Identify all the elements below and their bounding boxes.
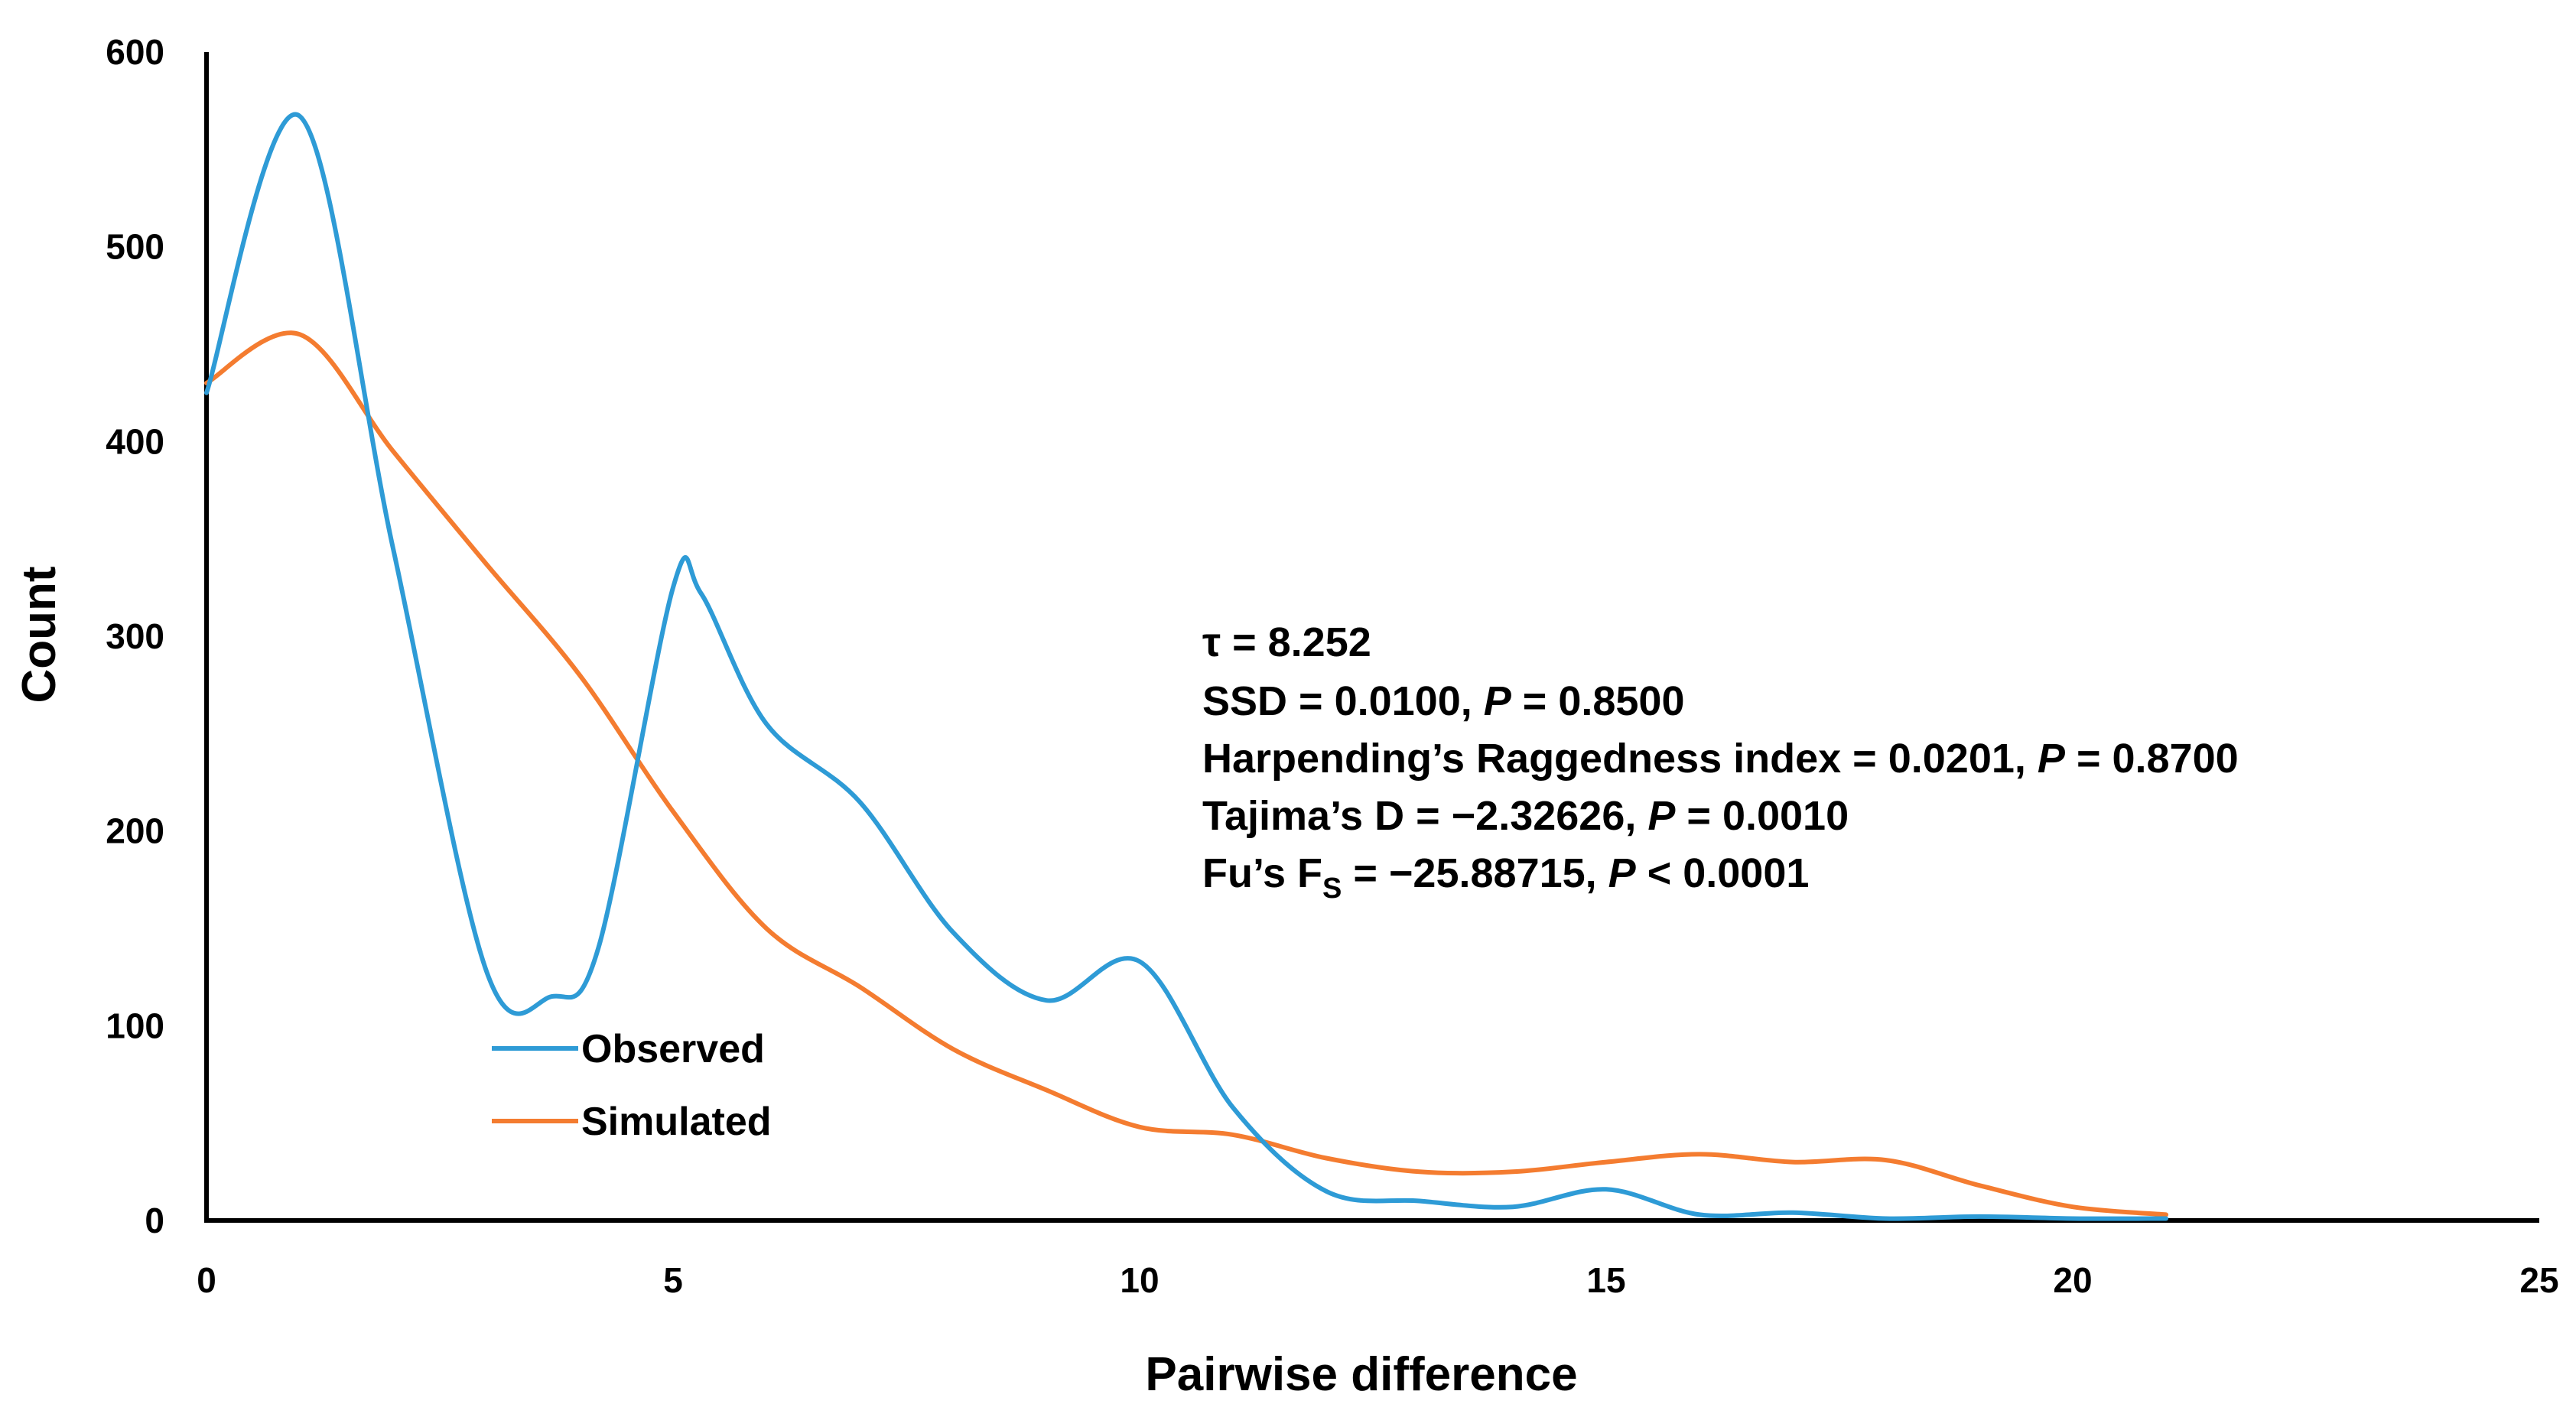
ssd-text: SSD = 0.0100, — [1202, 678, 1484, 724]
x-tick-label: 10 — [1120, 1260, 1159, 1300]
y-tick-label: 500 — [106, 227, 164, 267]
x-tick-label: 0 — [197, 1260, 216, 1300]
series-line-observed — [204, 112, 2168, 1221]
series-layer — [204, 112, 2168, 1221]
fu-subscript: S — [1322, 873, 1342, 905]
fu-value: = −25.88715, — [1342, 850, 1608, 896]
y-tick-label: 200 — [106, 811, 164, 851]
fu-line: Fu’s FS = −25.88715, P < 0.0001 — [1202, 850, 1809, 905]
fu-p-italic: P — [1608, 850, 1637, 896]
tajima-p-italic: P — [1647, 793, 1676, 839]
ssd-p-value: = 0.8500 — [1511, 678, 1685, 724]
y-tick-label: 0 — [145, 1201, 164, 1240]
x-tick-label: 25 — [2519, 1260, 2558, 1300]
legend-label-observed: Observed — [581, 1027, 765, 1071]
y-axis-title: Count — [13, 566, 66, 703]
x-axis-title: Pairwise difference — [1145, 1348, 1577, 1401]
raggedness-p-value: = 0.8700 — [2065, 736, 2239, 782]
tajima-p-value: = 0.0010 — [1675, 793, 1849, 839]
axes — [204, 52, 2539, 1223]
stats-annotation: τ = 8.252 SSD = 0.0100, P = 0.8500 Harpe… — [1202, 619, 2239, 905]
legend: Observed Simulated — [492, 1027, 772, 1144]
y-tick-label: 600 — [106, 32, 164, 72]
tajima-text: Tajima’s D = −2.32626, — [1202, 793, 1647, 839]
tau-text: τ = 8.252 — [1202, 619, 1371, 665]
x-tick-label: 5 — [663, 1260, 683, 1300]
raggedness-line: Harpending’s Raggedness index = 0.0201, … — [1202, 736, 2239, 782]
legend-label-simulated: Simulated — [581, 1100, 772, 1144]
y-tick-label: 100 — [106, 1006, 164, 1045]
x-tick-label: 15 — [1586, 1260, 1625, 1300]
tau-line: τ = 8.252 — [1202, 619, 1371, 665]
tajima-line: Tajima’s D = −2.32626, P = 0.0010 — [1202, 793, 1849, 839]
x-axis-ticks: 0 5 10 15 20 25 — [197, 1260, 2558, 1300]
series-line-simulated — [204, 330, 2168, 1217]
raggedness-text: Harpending’s Raggedness index = 0.0201, — [1202, 736, 2038, 782]
raggedness-p-italic: P — [2038, 736, 2066, 782]
x-tick-label: 20 — [2053, 1260, 2092, 1300]
fu-text: Fu’s F — [1202, 850, 1322, 896]
y-tick-label: 300 — [106, 616, 164, 656]
y-axis-ticks: 0 100 200 300 400 500 600 — [106, 32, 164, 1240]
ssd-line: SSD = 0.0100, P = 0.8500 — [1202, 678, 1685, 724]
fu-p-value: < 0.0001 — [1636, 850, 1810, 896]
ssd-p-italic: P — [1484, 678, 1512, 724]
y-tick-label: 400 — [106, 421, 164, 461]
